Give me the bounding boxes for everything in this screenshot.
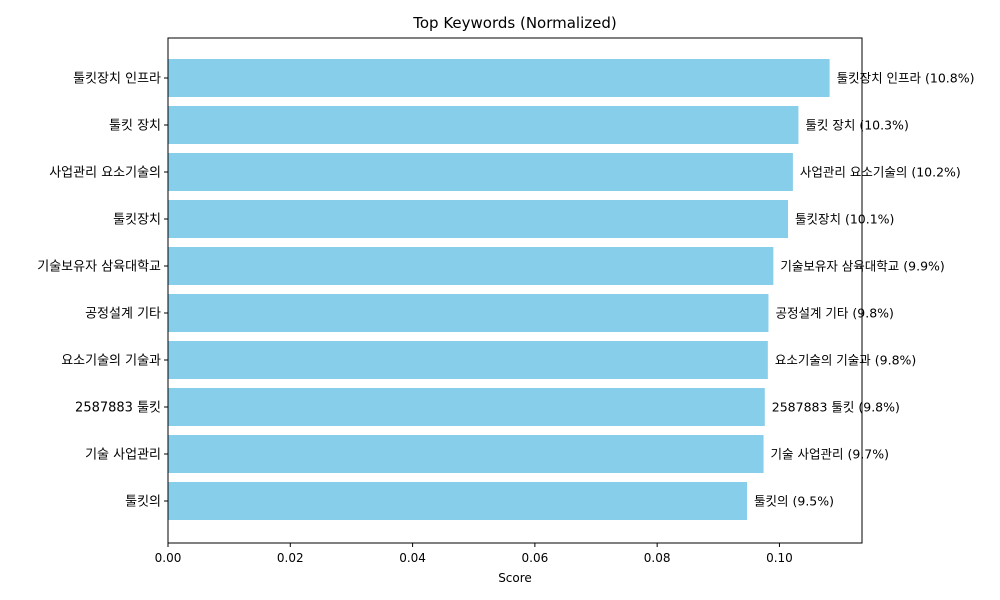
category-label: 툴킷의 <box>125 495 161 510</box>
bar <box>168 482 748 520</box>
category-label: 요소기술의 기술과 <box>61 354 161 369</box>
bar <box>168 153 793 191</box>
category-label: 기술보유자 삼육대학교 <box>37 260 161 275</box>
data-label: 사업관리 요소기술의 (10.2%) <box>800 165 961 180</box>
x-tick-label: 0.10 <box>766 551 793 565</box>
data-label: 기술 사업관리 (9.7%) <box>771 447 889 462</box>
category-label: 툴킷장치 <box>113 213 161 228</box>
bar <box>168 388 765 426</box>
x-tick-label: 0.04 <box>399 551 426 565</box>
data-label: 툴킷장치 (10.1%) <box>795 212 894 227</box>
x-tick-label: 0.02 <box>277 551 304 565</box>
category-label: 툴킷장치 인프라 <box>73 72 161 87</box>
category-label: 공정설계 기타 <box>85 307 161 322</box>
x-tick-label: 0.08 <box>644 551 671 565</box>
category-label: 툴킷 장치 <box>109 119 161 134</box>
x-tick-label: 0.06 <box>522 551 549 565</box>
x-ticks: 0.00 0.02 0.04 0.06 0.08 0.10 <box>155 543 793 565</box>
x-axis-label: Score <box>498 571 532 585</box>
chart-title: Top Keywords (Normalized) <box>412 14 617 32</box>
data-label: 툴킷 장치 (10.3%) <box>805 118 908 133</box>
bar <box>168 294 769 332</box>
bar <box>168 247 774 285</box>
bar <box>168 59 830 97</box>
data-label: 2587883 툴킷 (9.8%) <box>772 400 900 415</box>
bar <box>168 341 768 379</box>
data-labels: 툴킷장치 인프라 (10.8%) 툴킷 장치 (10.3%) 사업관리 요소기술의 … <box>754 71 974 509</box>
x-tick-label: 0.00 <box>155 551 182 565</box>
category-label: 기술 사업관리 <box>85 448 161 463</box>
data-label: 요소기술의 기술과 (9.8%) <box>775 353 916 368</box>
data-label: 기술보유자 삼육대학교 (9.9%) <box>780 259 944 274</box>
data-label: 공정설계 기타 (9.8%) <box>775 306 893 321</box>
bars-group <box>168 59 830 520</box>
data-label: 툴킷의 (9.5%) <box>754 494 834 509</box>
category-label: 사업관리 요소기술의 <box>49 166 161 181</box>
bar <box>168 435 764 473</box>
bar <box>168 200 789 238</box>
plot-frame <box>167 37 863 544</box>
bar <box>168 106 799 144</box>
data-label: 툴킷장치 인프라 (10.8%) <box>837 71 975 86</box>
category-label: 2587883 툴킷 <box>75 401 161 416</box>
